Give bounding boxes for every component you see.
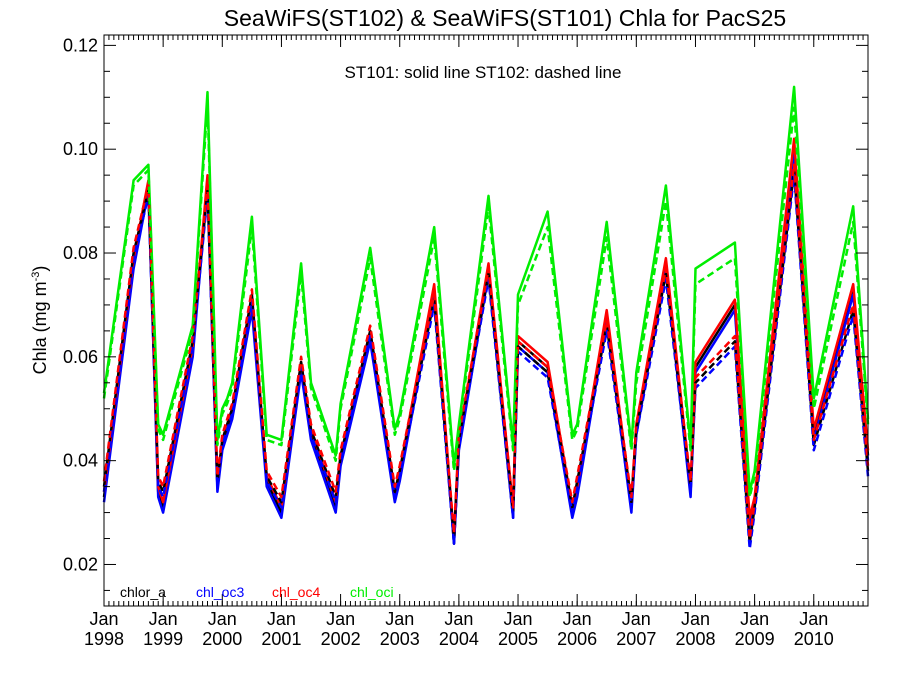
x-tick-month: Jan (799, 609, 828, 629)
x-tick-year: 1999 (143, 629, 183, 649)
y-tick-label: 0.04 (63, 451, 98, 471)
x-tick-year: 2005 (498, 629, 538, 649)
x-tick-month: Jan (622, 609, 651, 629)
x-tick-year: 2007 (616, 629, 656, 649)
x-tick-year: 2000 (202, 629, 242, 649)
x-tick-year: 1998 (84, 629, 124, 649)
x-tick-month: Jan (444, 609, 473, 629)
x-tick-month: Jan (208, 609, 237, 629)
y-axis-label-superscript: -3 (30, 272, 42, 282)
x-tick-year: 2008 (675, 629, 715, 649)
y-axis-label-close: ) (30, 266, 50, 272)
x-tick-year: 2004 (439, 629, 479, 649)
x-tick-month: Jan (267, 609, 296, 629)
y-axis-label-text: Chla (mg m (30, 281, 50, 374)
x-tick-year: 2003 (380, 629, 420, 649)
x-tick-year: 2009 (735, 629, 775, 649)
series-line-chl-oc3-st102 (102, 173, 870, 551)
legend-item-chlor-a: chlor_a (120, 584, 166, 600)
series-layer (102, 85, 870, 551)
y-tick-label: 0.10 (63, 139, 98, 159)
y-tick-label: 0.06 (63, 347, 98, 367)
plot-frame (103, 34, 869, 607)
legend: chlor_a chl_oc3 chl_oc4 chl_oci (120, 584, 394, 600)
x-tick-year: 2010 (794, 629, 834, 649)
series-line-chl-oc4-st102 (102, 163, 870, 540)
x-tick-month: Jan (740, 609, 769, 629)
legend-item-chl-oci: chl_oci (350, 584, 394, 600)
x-tick-year: 2002 (321, 629, 361, 649)
legend-item-chl-oc4: chl_oc4 (272, 584, 320, 600)
x-tick-year: 2001 (261, 629, 301, 649)
y-tick-label: 0.12 (63, 35, 98, 55)
x-tick-month: Jan (89, 609, 118, 629)
y-tick-label: 0.08 (63, 243, 98, 263)
x-tick-year: 2006 (557, 629, 597, 649)
x-tick-month: Jan (385, 609, 414, 629)
legend-item-chl-oc3: chl_oc3 (196, 584, 244, 600)
x-tick-month: Jan (504, 609, 533, 629)
series-line-chl-oci-st102 (102, 101, 870, 499)
y-axis-label: Chla (mg m-3) (30, 266, 50, 375)
y-tick-label: 0.02 (63, 554, 98, 574)
axis-layer: 0.020.040.060.080.100.12Jan1998Jan1999Ja… (63, 35, 869, 649)
x-tick-month: Jan (326, 609, 355, 629)
x-tick-month: Jan (681, 609, 710, 629)
chart-title: SeaWiFS(ST102) & SeaWiFS(ST101) Chla for… (224, 5, 786, 31)
line-style-note: ST101: solid line ST102: dashed line (345, 63, 622, 82)
x-tick-month: Jan (149, 609, 178, 629)
x-tick-month: Jan (563, 609, 592, 629)
